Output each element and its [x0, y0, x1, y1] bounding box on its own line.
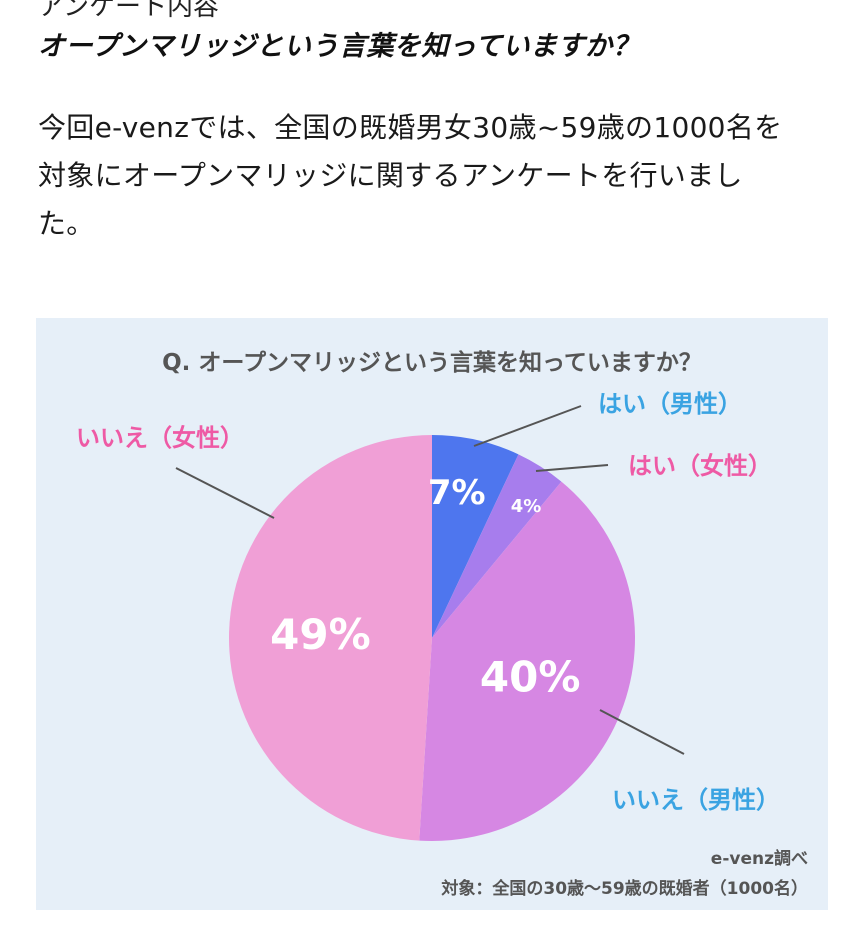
pie-slice [432, 454, 562, 638]
slice-category-label: いいえ（男性） [612, 786, 780, 814]
pie-labels: 7% はい（男性） 4% はい（女性） 40% いいえ（男性） 49% いいえ（女性） [76, 390, 780, 814]
footnote-source: e-venz調べ [711, 848, 808, 869]
pie-slice [419, 481, 635, 841]
pie-slice [432, 435, 519, 638]
leader-line [473, 405, 582, 447]
article-heading: オープンマリッジという言葉を知っていますか？ [38, 31, 641, 62]
slice-category-label: はい（男性） [598, 390, 742, 418]
leader-line [535, 464, 609, 472]
body-line: 対象にオープンマリッジに関するアンケートを行いまし [38, 159, 743, 192]
slice-value-label: 4% [511, 496, 542, 517]
slice-category-label: いいえ（女性） [76, 424, 244, 452]
pie-slice [229, 435, 432, 841]
leader-line [599, 709, 685, 755]
chart-card: Q. オープンマリッジという言葉を知っていますか？ 7% はい（男性） 4% はい（女… [36, 318, 828, 910]
article-body: 今回e-venzでは、全国の既婚男女30歳~59歳の1000名を 対象にオープン… [38, 104, 838, 248]
slice-value-label: 7% [428, 473, 486, 513]
leader-line [175, 467, 275, 519]
pie-chart: Q. オープンマリッジという言葉を知っていますか？ 7% はい（男性） 4% はい（女… [76, 349, 808, 899]
footnote-target: 対象：全国の30歳〜59歳の既婚者（1000名） [440, 878, 808, 899]
slice-value-label: 40% [480, 653, 581, 702]
slice-value-label: 49% [270, 610, 371, 659]
body-line: 今回e-venzでは、全国の既婚男女30歳~59歳の1000名を [38, 111, 783, 144]
slice-category-label: はい（女性） [628, 452, 772, 480]
body-line: た。 [38, 207, 95, 240]
pie-slices [229, 435, 635, 841]
chart-title: Q. オープンマリッジという言葉を知っていますか？ [162, 349, 702, 376]
leader-lines [175, 405, 685, 755]
section-label: アンケート内容 [38, 0, 219, 22]
